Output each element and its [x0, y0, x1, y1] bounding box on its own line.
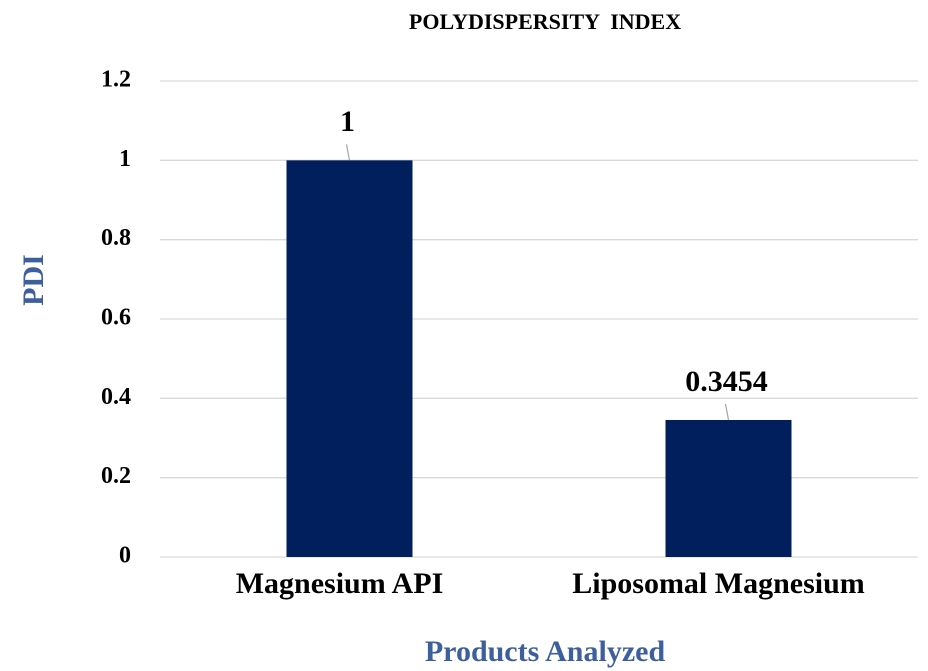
y-tick-label: 0 [119, 543, 131, 569]
y-tick-label: 0.4 [101, 384, 131, 410]
y-axis-label: PDI [17, 254, 50, 306]
bar [286, 160, 413, 558]
leader-line [345, 144, 351, 161]
x-tick-label: Magnesium API [236, 567, 444, 600]
bar [665, 419, 792, 557]
y-tick-label: 1.2 [101, 67, 131, 93]
x-axis-label: Products Analyzed [425, 635, 666, 668]
x-tick-label: Liposomal Magnesium [572, 567, 865, 600]
leader-line [724, 403, 730, 421]
data-label: 0.3454 [685, 365, 768, 398]
y-tick-label: 0.2 [101, 463, 131, 489]
chart-title: POLYDISPERSITY INDEX [409, 9, 681, 34]
y-tick-label: 0.8 [101, 225, 131, 251]
data-label: 1 [340, 105, 355, 138]
y-tick-label: 1 [119, 146, 131, 172]
y-tick-label: 0.6 [101, 305, 131, 331]
